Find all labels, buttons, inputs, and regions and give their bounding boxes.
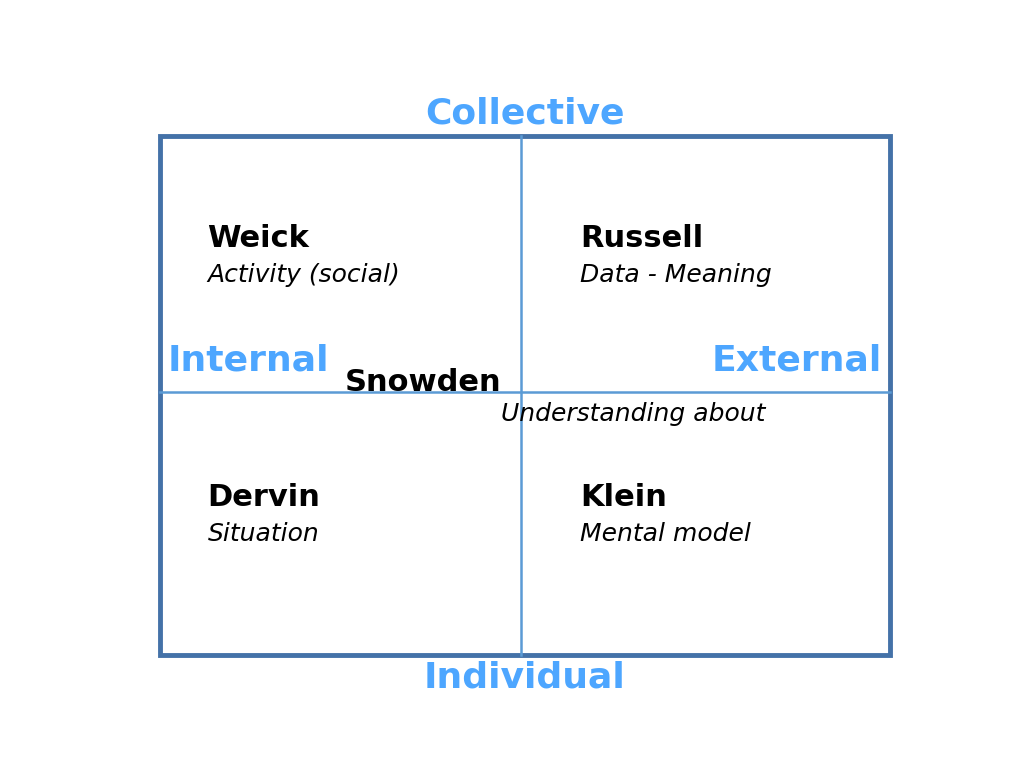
Text: Russell: Russell [581, 224, 703, 253]
Text: Collective: Collective [425, 96, 625, 130]
Text: Internal: Internal [168, 343, 329, 377]
Text: Data - Meaning: Data - Meaning [581, 263, 772, 287]
Text: Individual: Individual [424, 661, 626, 695]
Text: External: External [712, 343, 882, 377]
Text: Situation: Situation [207, 522, 319, 546]
Text: Weick: Weick [207, 224, 309, 253]
Text: Mental model: Mental model [581, 522, 752, 546]
Text: Dervin: Dervin [207, 483, 321, 512]
Text: Snowden: Snowden [344, 368, 501, 397]
Text: Klein: Klein [581, 483, 668, 512]
Text: Understanding about: Understanding about [501, 402, 765, 425]
Text: Activity (social): Activity (social) [207, 263, 400, 287]
Bar [160, 136, 890, 655]
